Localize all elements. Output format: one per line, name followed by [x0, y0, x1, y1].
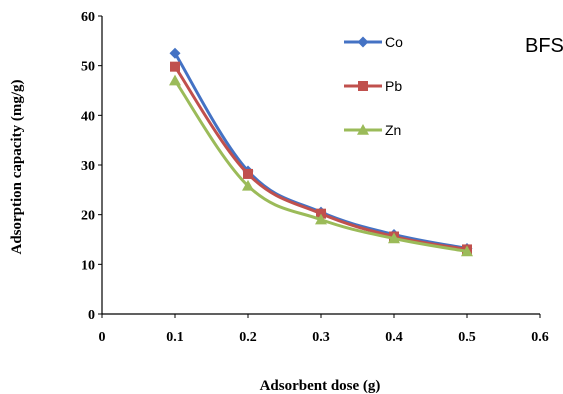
x-tick-label: 0.1 — [166, 330, 184, 345]
y-tick-label: 40 — [81, 109, 95, 124]
legend-marker-pb — [358, 81, 368, 91]
legend-item-pb: Pb — [344, 78, 402, 94]
data-point-zn — [242, 179, 254, 191]
series-line-zn — [173, 79, 468, 253]
data-point-pb — [243, 168, 253, 179]
x-tick-label: 0.3 — [312, 330, 330, 345]
legend-item-zn: Zn — [344, 122, 401, 138]
x-tick-label: 0 — [99, 330, 106, 345]
data-point-zn — [315, 213, 327, 225]
legend-label-pb: Pb — [385, 78, 402, 94]
x-tick-label: 0.4 — [385, 330, 403, 345]
y-tick-label: 20 — [81, 209, 95, 224]
legend-marker-co — [357, 36, 369, 48]
y-tick-label: 50 — [81, 60, 95, 75]
data-point-pb — [170, 61, 180, 72]
y-tick-label: 30 — [81, 159, 95, 174]
data-point-co — [169, 47, 181, 59]
series-zn — [169, 74, 473, 257]
x-tick-label: 0.5 — [458, 330, 476, 345]
series-group — [169, 47, 473, 257]
panel-label: BFS — [525, 35, 563, 57]
series-pb — [170, 61, 472, 255]
data-point-zn — [388, 232, 400, 244]
legend-marker-zn — [357, 124, 369, 135]
y-tick-label: 10 — [81, 258, 95, 273]
y-tick-label: 0 — [88, 308, 95, 323]
legend-label-co: Co — [385, 34, 403, 50]
y-tick-label: 60 — [81, 10, 95, 25]
x-tick-label: 0.2 — [239, 330, 257, 345]
y-axis-title: Adsorption capacity (mg/g) — [9, 80, 25, 255]
data-point-zn — [169, 74, 181, 86]
data-point-zn — [461, 245, 473, 257]
axes — [101, 16, 540, 315]
x-tick-label: 0.6 — [531, 330, 549, 345]
legend: Co Pb Zn — [344, 34, 403, 138]
ticks: 0 10 20 30 40 50 60 0 0.1 0.2 0.3 0.4 0.5 0.6 — [81, 10, 549, 345]
legend-item-co: Co — [344, 34, 403, 50]
series-line-pb — [173, 65, 468, 251]
x-axis-title: Adsorbent dose (g) — [260, 378, 381, 394]
legend-label-zn: Zn — [385, 122, 401, 138]
